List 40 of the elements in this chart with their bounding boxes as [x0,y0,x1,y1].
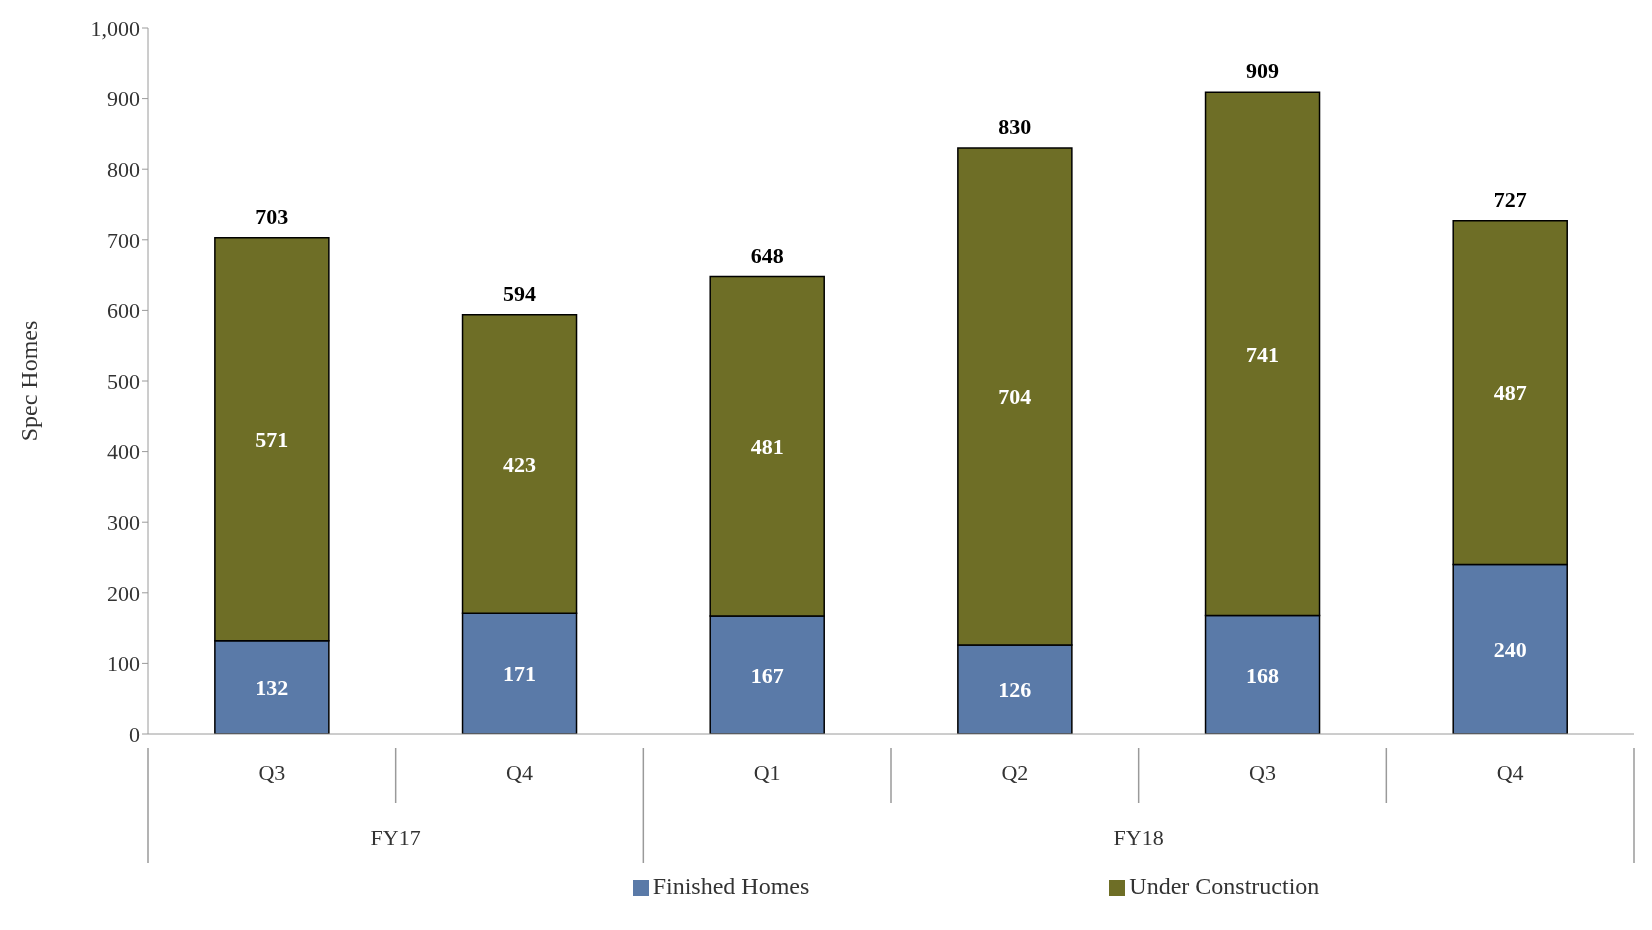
y-tick-label: 700 [107,227,140,253]
x-tick-label: Q3 [1249,759,1276,785]
data-label: 571 [255,427,289,453]
y-tick-label: 600 [107,298,140,324]
y-tick-label: 300 [107,510,140,536]
y-tick-label: 800 [107,157,140,183]
y-axis-title: Spec Homes [15,320,42,442]
y-tick-label: 400 [107,439,140,465]
total-label: 727 [1493,186,1527,212]
total-label: 909 [1246,58,1280,84]
data-label: 741 [1246,341,1280,367]
legend-label: Finished Homes [652,873,810,899]
x-tick-label: Q4 [506,759,533,785]
data-label: 481 [750,434,784,460]
y-tick-label: 100 [107,651,140,677]
y-tick-label: 0 [129,721,140,747]
total-label: 703 [255,203,289,229]
data-label: 240 [1493,637,1527,663]
total-label: 594 [503,280,537,306]
total-label: 830 [998,114,1032,140]
y-tick-label: 900 [107,86,140,112]
data-label: 704 [998,384,1032,410]
x-tick-label: Q1 [753,759,781,785]
y-tick-label: 1,000 [90,15,140,41]
y-tick-label: 200 [107,580,140,606]
x-tick-label: Q4 [1496,759,1524,785]
data-label: 126 [998,677,1032,703]
data-label: 423 [503,451,537,477]
data-label: 132 [255,675,289,701]
legend-label: Under Construction [1129,873,1320,899]
y-tick-label: 500 [107,368,140,394]
x-tick-label: Q3 [258,759,286,785]
data-label: 487 [1493,380,1527,406]
text: FY18 [1113,825,1164,850]
total-label: 648 [750,242,784,268]
text: FY17 [370,825,421,850]
data-label: 171 [503,661,537,687]
data-label: 168 [1246,662,1280,688]
x-tick-label: Q2 [1001,759,1029,785]
data-label: 167 [750,662,784,688]
